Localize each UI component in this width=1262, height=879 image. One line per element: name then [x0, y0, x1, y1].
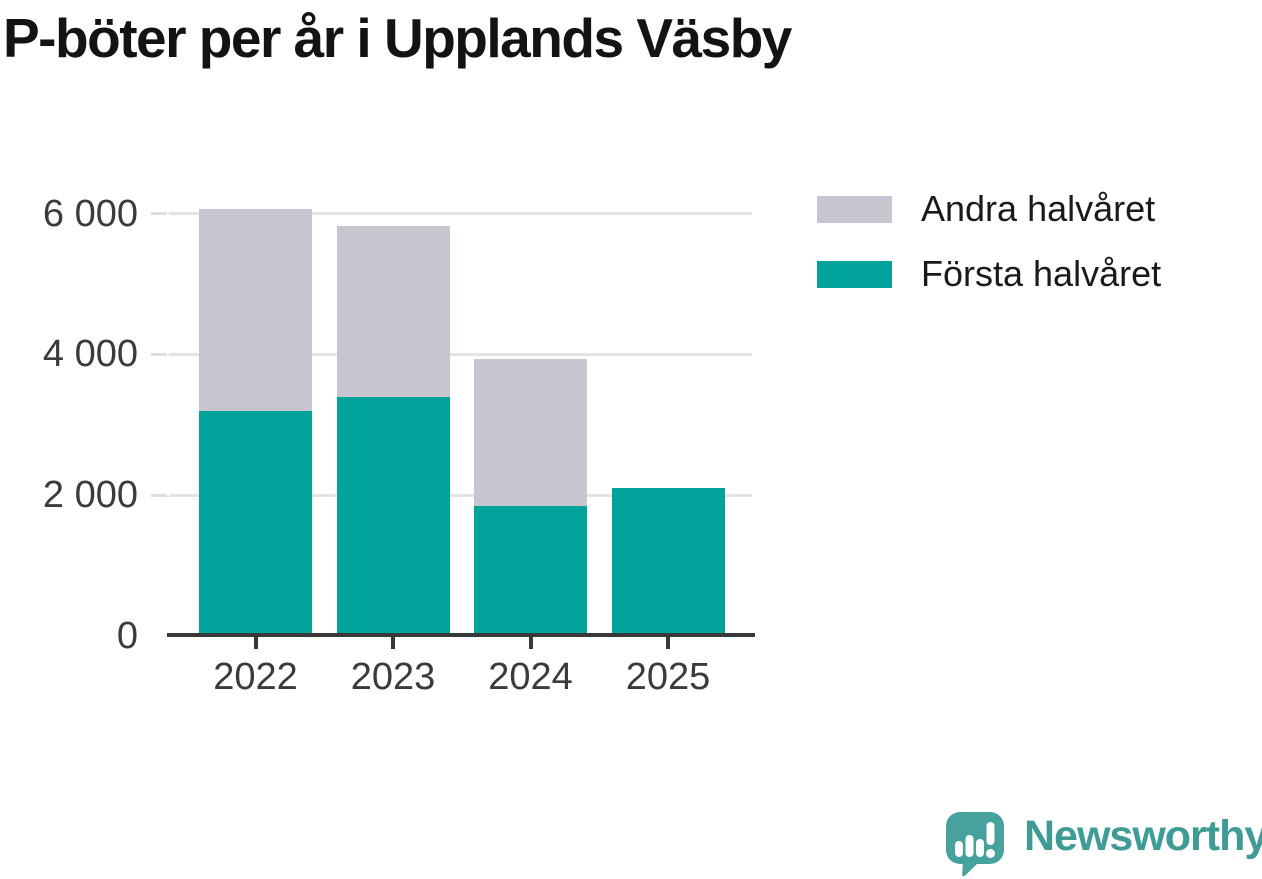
bar-segment — [336, 396, 450, 636]
legend-item-forsta-halvaret: Första halvåret — [817, 256, 1161, 292]
exclamation-bar — [986, 822, 995, 845]
x-axis-label: 2024 — [488, 656, 573, 698]
y-tick — [151, 352, 167, 356]
bar-segment — [611, 488, 725, 636]
x-axis-label: 2025 — [625, 656, 711, 698]
bar-segment — [474, 505, 587, 636]
legend: Andra halvåret Första halvåret — [817, 191, 1161, 292]
x-tick — [666, 633, 670, 649]
y-axis-label: 0 — [116, 615, 138, 657]
legend-label-andra-halvaret: Andra halvåret — [921, 188, 1156, 229]
x-tick — [253, 633, 258, 649]
y-tick — [151, 212, 167, 216]
gridline — [169, 352, 752, 356]
y-axis-label: 2 000 — [42, 474, 138, 517]
speech-bubble-shape — [946, 812, 1004, 877]
x-axis-label: 2022 — [213, 656, 298, 698]
newsworthy-wordmark: Newsworthy — [1024, 812, 1262, 860]
x-axis-line — [167, 632, 755, 637]
legend-item-andra-halvaret: Andra halvåret — [817, 191, 1161, 227]
y-axis-label: 6 000 — [42, 192, 138, 235]
legend-swatch-andra-halvaret — [817, 195, 892, 223]
bar-segment — [199, 410, 312, 636]
legend-swatch-forsta-halvaret — [817, 260, 892, 288]
bar-segment — [474, 359, 587, 506]
x-tick — [528, 633, 533, 649]
gridline — [169, 212, 752, 216]
bar-segment — [336, 225, 450, 397]
newsworthy-logo-icon — [946, 812, 1004, 877]
gridline — [169, 493, 752, 497]
y-tick — [151, 493, 167, 497]
bar-segment — [199, 208, 312, 411]
bar-chart-glyph — [955, 822, 995, 858]
y-axis-label: 4 000 — [42, 333, 138, 376]
legend-label-forsta-halvaret: Första halvåret — [921, 253, 1162, 294]
chart-title: P-böter per år i Upplands Väsby — [3, 7, 792, 69]
x-axis-label: 2023 — [350, 656, 436, 698]
newsworthy-logo: Newsworthy — [946, 812, 1262, 877]
x-tick — [391, 633, 395, 649]
exclamation-dot — [986, 849, 995, 858]
